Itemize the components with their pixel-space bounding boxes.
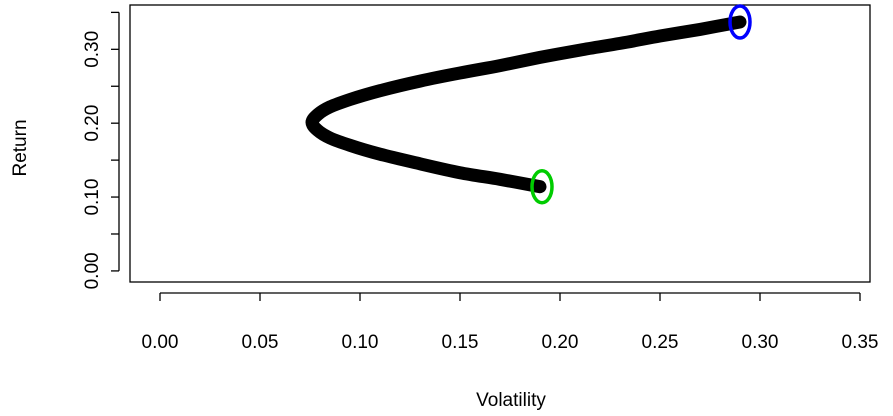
plot-frame	[129, 4, 871, 283]
x-axis: 0.00 0.05 0.10 0.15 0.20 0.25 0.30 0.35	[142, 292, 879, 353]
x-tick-label: 0.30	[742, 332, 779, 353]
endpoint-marker	[530, 168, 554, 205]
marker-layer	[530, 4, 752, 205]
y-tick-label: 0.00	[82, 252, 103, 289]
y-axis-title: Return	[10, 119, 31, 176]
x-tick-label: 0.15	[442, 332, 479, 353]
y-axis: 0.00 0.10 0.20 0.30	[82, 11, 120, 289]
endpoint-marker	[728, 4, 752, 40]
x-axis-title: Volatility	[476, 390, 546, 411]
y-tick-label: 0.30	[82, 31, 103, 68]
series-layer	[305, 15, 747, 194]
x-tick-label: 0.25	[642, 332, 679, 353]
y-tick-label: 0.20	[82, 105, 103, 142]
x-tick-label: 0.35	[842, 332, 879, 353]
x-tick-label: 0.00	[142, 332, 179, 353]
frontier-line	[305, 15, 747, 194]
y-tick-label: 0.10	[82, 179, 103, 216]
x-tick-label: 0.10	[342, 332, 379, 353]
x-tick-label: 0.20	[542, 332, 579, 353]
x-tick-label: 0.05	[242, 332, 279, 353]
